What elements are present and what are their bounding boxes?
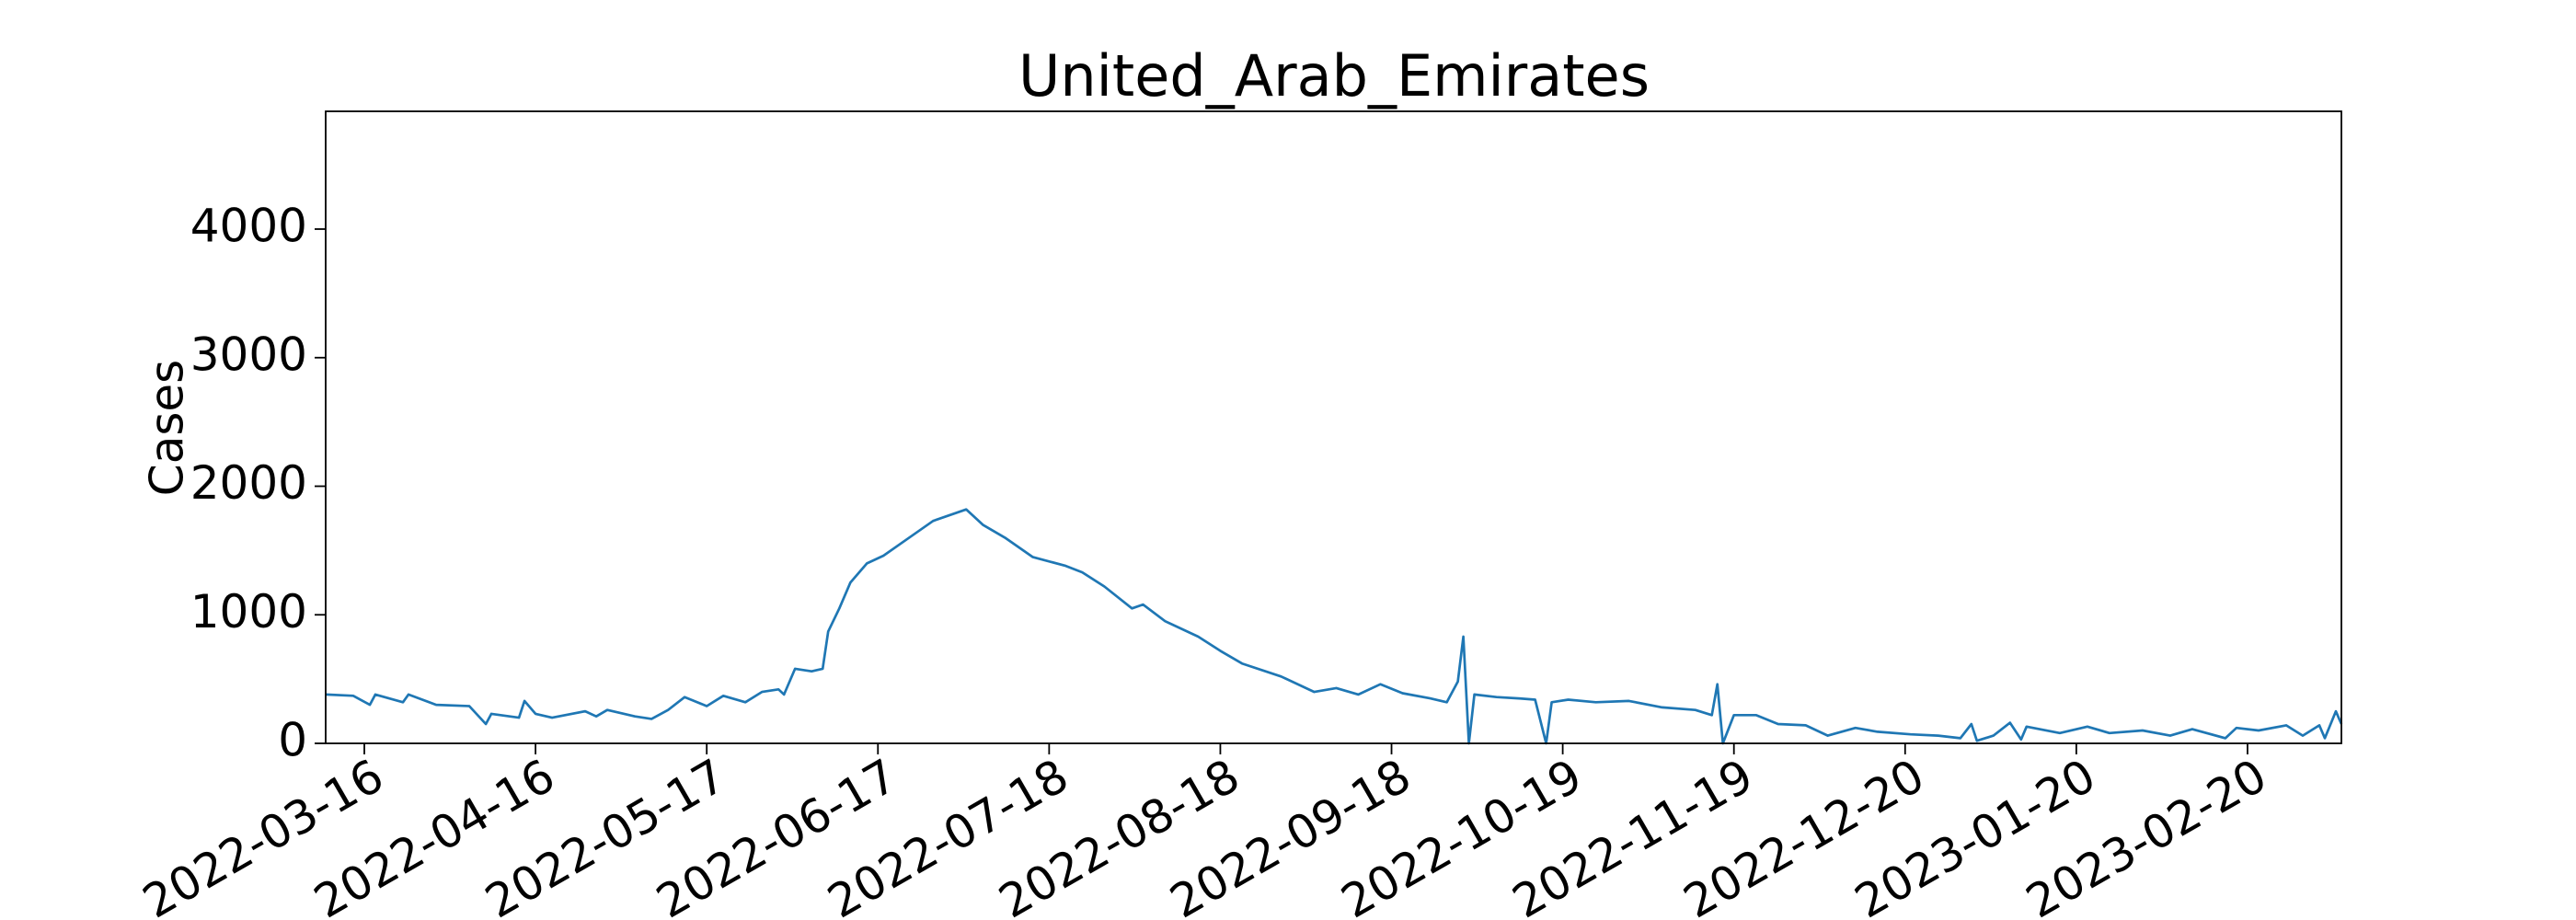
y-tick-label: 0	[278, 714, 307, 767]
y-tick-label: 3000	[190, 328, 307, 381]
chart-title: United_Arab_Emirates	[1018, 42, 1650, 109]
y-tick-label: 2000	[190, 456, 307, 510]
y-tick-label: 1000	[190, 585, 307, 638]
plot-frame	[325, 110, 2342, 744]
y-axis-label: Cases	[141, 360, 194, 496]
y-tick-label: 4000	[190, 200, 307, 253]
data-line	[325, 508, 2343, 745]
